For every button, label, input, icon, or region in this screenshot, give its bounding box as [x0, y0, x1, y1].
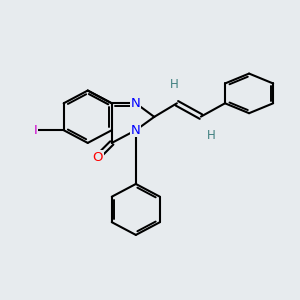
Text: H: H	[170, 78, 178, 92]
Text: N: N	[131, 124, 141, 137]
Text: H: H	[206, 129, 215, 142]
Text: N: N	[131, 97, 141, 110]
Text: I: I	[34, 124, 37, 137]
Text: O: O	[92, 151, 103, 164]
